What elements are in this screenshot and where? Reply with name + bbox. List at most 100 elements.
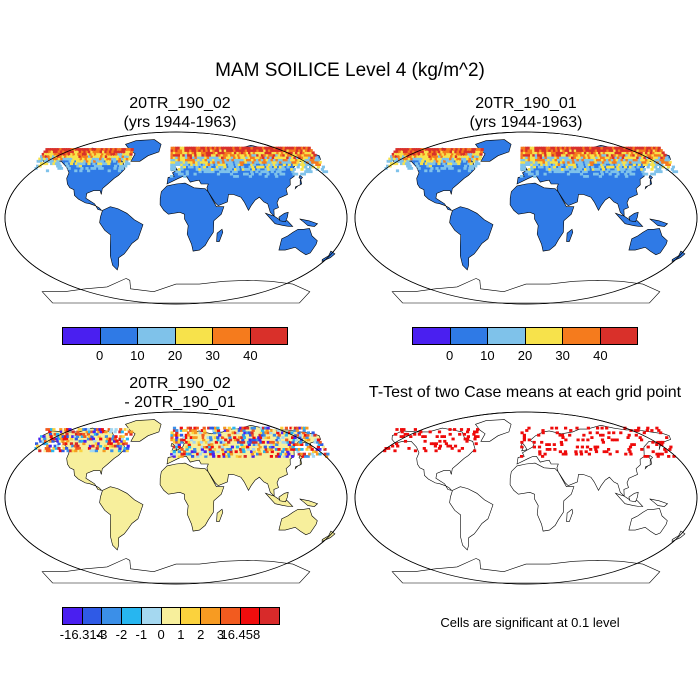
- grid-cell: [419, 430, 423, 434]
- grid-cell: [317, 443, 321, 446]
- grid-cell: [554, 146, 559, 150]
- grid-cell: [203, 450, 207, 454]
- grid-cell: [207, 149, 211, 152]
- grid-cell: [243, 158, 247, 162]
- grid-cell: [637, 426, 641, 430]
- grid-cell: [632, 443, 636, 446]
- grid-cell: [119, 428, 123, 431]
- grid-cell: [79, 157, 83, 161]
- grid-cell: [540, 163, 544, 166]
- grid-cell: [177, 438, 181, 442]
- landmass-madagascar: [566, 228, 574, 242]
- grid-cell: [545, 443, 549, 446]
- grid-cell: [68, 159, 72, 163]
- grid-cell: [596, 426, 600, 430]
- grid-cell: [90, 167, 94, 170]
- grid-cell: [425, 148, 429, 151]
- grid-cell: [256, 165, 260, 169]
- grid-cell: [97, 150, 101, 154]
- grid-cell: [92, 449, 96, 453]
- grid-cell: [304, 170, 308, 174]
- grid-cell: [630, 158, 634, 162]
- grid-cell: [540, 160, 544, 164]
- grid-cell: [258, 429, 262, 432]
- grid-cell: [48, 449, 52, 453]
- grid-cell: [184, 146, 188, 150]
- grid-cell: [410, 152, 414, 156]
- grid-cell: [105, 447, 109, 450]
- grid-cell: [266, 436, 271, 439]
- grid-cell: [576, 151, 581, 155]
- grid-cell: [107, 148, 111, 151]
- grid-cell: [191, 455, 195, 458]
- grid-cell: [581, 151, 585, 155]
- grid-cell: [649, 151, 653, 155]
- grid-cell: [204, 455, 208, 458]
- grid-cell: [73, 439, 77, 443]
- grid-cell: [300, 452, 304, 456]
- grid-cell: [449, 157, 453, 161]
- grid-cell: [613, 149, 617, 152]
- grid-cell: [480, 148, 484, 151]
- grid-cell: [413, 428, 417, 431]
- grid-cell: [65, 152, 69, 156]
- grid-cell: [69, 162, 74, 166]
- grid-cell: [655, 146, 659, 150]
- grid-cell: [258, 153, 262, 157]
- grid-cell: [190, 165, 194, 169]
- grid-cell: [468, 157, 472, 161]
- grid-cell: [427, 148, 431, 151]
- grid-cell: [646, 445, 650, 449]
- grid-cell: [79, 152, 83, 156]
- grid-cell: [394, 159, 398, 163]
- grid-cell: [423, 439, 427, 443]
- grid-cell: [653, 160, 657, 164]
- grid-cell: [47, 428, 51, 431]
- grid-cell: [250, 163, 254, 166]
- grid-cell: [628, 165, 633, 169]
- grid-cell: [520, 146, 524, 150]
- grid-cell: [260, 443, 264, 446]
- grid-cell: [220, 163, 224, 166]
- grid-cell: [537, 156, 541, 159]
- grid-cell: [268, 165, 272, 169]
- grid-cell: [305, 156, 309, 159]
- grid-cell: [226, 448, 230, 451]
- grid-cell: [222, 433, 226, 437]
- grid-cell: [204, 158, 208, 162]
- grid-cell: [644, 153, 648, 157]
- grid-cell: [53, 159, 58, 163]
- grid-cell: [271, 440, 275, 444]
- grid-cell: [281, 450, 285, 454]
- grid-cell: [315, 156, 319, 159]
- grid-cell: [170, 175, 174, 178]
- grid-cell: [632, 146, 636, 150]
- grid-cell: [605, 146, 609, 150]
- grid-cell: [113, 150, 117, 154]
- grid-cell: [105, 159, 109, 163]
- colorbar-swatch: [100, 328, 138, 344]
- grid-cell: [475, 430, 479, 434]
- grid-cell: [59, 428, 63, 431]
- grid-cell: [290, 438, 294, 442]
- grid-cell: [553, 170, 557, 174]
- grid-cell: [180, 172, 184, 176]
- grid-cell: [285, 438, 289, 442]
- grid-cell: [294, 433, 298, 437]
- grid-cell: [621, 146, 625, 150]
- grid-cell: [251, 153, 255, 157]
- grid-cell: [316, 438, 321, 442]
- grid-cell: [442, 150, 446, 154]
- grid-cell: [426, 164, 430, 168]
- grid-cell: [407, 150, 411, 154]
- grid-cell: [172, 433, 176, 437]
- grid-cell: [616, 151, 620, 155]
- grid-cell: [293, 426, 298, 430]
- grid-cell: [279, 440, 283, 444]
- grid-cell: [187, 433, 191, 437]
- grid-cell: [642, 158, 646, 162]
- grid-cell: [224, 151, 228, 155]
- grid-cell: [559, 149, 564, 152]
- colorbar-tick-label: 10: [480, 348, 495, 363]
- grid-cell: [214, 160, 218, 164]
